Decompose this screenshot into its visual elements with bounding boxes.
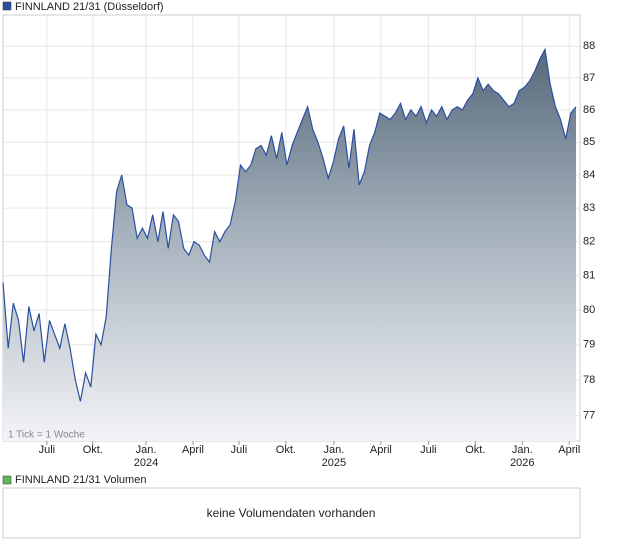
volume-message: keine Volumendaten vorhanden xyxy=(207,506,376,520)
y-tick-label: 87 xyxy=(583,72,595,84)
legend-swatch xyxy=(2,1,12,11)
y-tick-label: 80 xyxy=(583,304,595,316)
y-tick-label: 88 xyxy=(583,40,595,52)
note: 1 Tick = 1 Woche xyxy=(8,430,85,441)
y-tick-label: 78 xyxy=(583,374,595,386)
y-tick-label: 84 xyxy=(583,169,595,181)
x-tick-label: April xyxy=(182,444,204,456)
x-tick-label: Juli xyxy=(420,444,437,456)
x-tick-label: Okt. xyxy=(465,444,485,456)
x-tick-label: Okt. xyxy=(83,444,103,456)
legend-swatch xyxy=(2,475,12,485)
y-tick-label: 86 xyxy=(583,104,595,116)
x-tick-label: Jan. xyxy=(512,444,533,456)
x-tick-year: 2024 xyxy=(134,457,158,469)
x-tick-year: 2025 xyxy=(322,457,346,469)
y-tick-label: 83 xyxy=(583,202,595,214)
y-tick-label: 82 xyxy=(583,236,595,248)
x-tick-label: April xyxy=(370,444,392,456)
line xyxy=(2,47,577,402)
x-tick-label: April xyxy=(558,444,580,456)
x-tick-label: Juli xyxy=(39,444,56,456)
y-tick-label: 85 xyxy=(583,136,595,148)
y-tick-label: 77 xyxy=(583,410,595,422)
y-tick-label: 79 xyxy=(583,339,595,351)
y-tick-label: 81 xyxy=(583,270,595,282)
plot xyxy=(2,15,580,442)
volume-title: FINNLAND 21/31 Volumen xyxy=(15,474,146,486)
x-tick-label: Okt. xyxy=(276,444,296,456)
x-tick-label: Juli xyxy=(231,444,248,456)
area xyxy=(3,49,576,442)
chart-title: FINNLAND 21/31 (Düsseldorf) xyxy=(15,1,164,13)
x-tick-year: 2026 xyxy=(510,457,534,469)
x-tick-label: Jan. xyxy=(136,444,157,456)
volume-frame xyxy=(2,487,581,539)
x-tick-label: Jan. xyxy=(323,444,344,456)
